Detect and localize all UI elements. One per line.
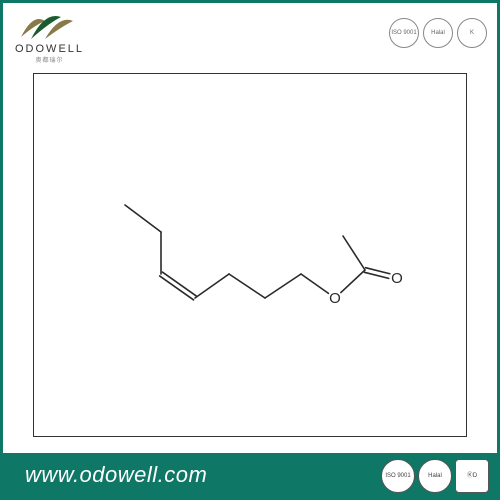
leaf-icon xyxy=(15,11,77,41)
svg-text:O: O xyxy=(391,270,403,287)
top-cert-row: ISO 9001 Halal K xyxy=(389,18,487,48)
svg-text:O: O xyxy=(329,290,341,307)
cert-kosher-icon: K xyxy=(457,18,487,48)
footer-cert-halal-icon: Halal xyxy=(418,459,452,493)
footer-bar: www.odowell.com ISO 9001 Halal ⓀD xyxy=(3,453,497,497)
footer-cert-kosher-icon: ⓀD xyxy=(455,459,489,493)
cert-halal-icon: Halal xyxy=(423,18,453,48)
footer-cert-iso-icon: ISO 9001 xyxy=(381,459,415,493)
content-frame: OO xyxy=(33,73,467,437)
cert-iso-icon: ISO 9001 xyxy=(389,18,419,48)
footer-cert-row: ISO 9001 Halal ⓀD xyxy=(381,459,489,493)
footer-url: www.odowell.com xyxy=(25,462,207,488)
brand-name: ODOWELL xyxy=(15,43,84,55)
brand-logo: ODOWELL 奥都瑞尔 xyxy=(15,11,84,64)
molecule-diagram: OO xyxy=(95,170,405,340)
brand-subtitle: 奥都瑞尔 xyxy=(15,55,84,64)
outer-frame: ODOWELL 奥都瑞尔 ISO 9001 Halal K OO www.odo… xyxy=(0,0,500,500)
